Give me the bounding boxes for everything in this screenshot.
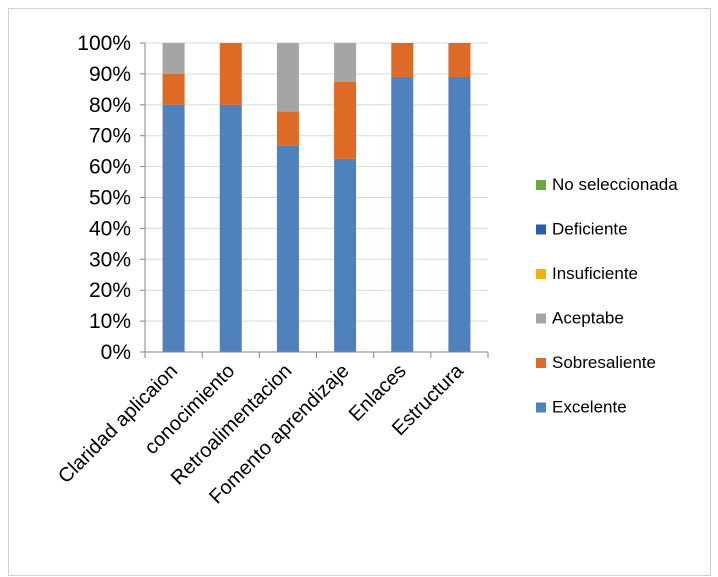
y-tick-label: 40% xyxy=(89,217,131,240)
bar-segment-sobresaliente xyxy=(448,43,471,77)
legend-swatch xyxy=(536,358,546,368)
bar-segment-excelente xyxy=(162,104,185,352)
legend-swatch xyxy=(536,313,546,324)
bar-segment-excelente xyxy=(334,158,357,352)
legend-label: Excelente xyxy=(552,398,627,417)
y-tick-label: 90% xyxy=(89,63,131,86)
gridlines xyxy=(145,42,488,322)
bar-segment-excelente xyxy=(219,104,242,352)
y-tick-label: 80% xyxy=(89,94,131,117)
legend: No seleccionada Deficiente Insuficiente Ace… xyxy=(536,175,678,417)
bar-segment-sobresaliente xyxy=(162,73,185,105)
legend-swatch xyxy=(536,402,546,413)
bar-segment-sobresaliente xyxy=(219,43,242,105)
legend-label: Insuficiente xyxy=(552,264,638,283)
legend-label: Aceptabe xyxy=(552,309,624,328)
bar-segment-excelente xyxy=(391,76,414,353)
bar-segment-aceptabe xyxy=(334,43,357,82)
y-tick-label: 70% xyxy=(89,125,131,148)
legend-label: Sobresaliente xyxy=(552,353,656,372)
y-tick-label: 0% xyxy=(101,341,131,364)
legend-swatch xyxy=(536,224,546,235)
legend-swatch xyxy=(536,269,546,279)
y-tick-label: 30% xyxy=(89,248,131,271)
bar-segment-sobresaliente xyxy=(334,81,357,159)
bars xyxy=(162,43,471,353)
bar-segment-excelente xyxy=(276,145,299,352)
y-tick-label: 100% xyxy=(77,32,131,55)
y-tick-label: 10% xyxy=(89,310,131,333)
bar-segment-sobresaliente xyxy=(276,111,299,146)
bar-segment-sobresaliente xyxy=(391,43,414,77)
bar-segment-aceptabe xyxy=(276,43,299,112)
x-tick-labels: Claridad aplicaionconocimientoRetroalime… xyxy=(54,359,468,508)
legend-label: No seleccionada xyxy=(552,175,678,194)
bar-segment-excelente xyxy=(448,76,471,353)
legend-label: Deficiente xyxy=(552,220,628,239)
y-tick-label: 50% xyxy=(89,187,131,210)
bar-segment-aceptabe xyxy=(162,43,185,74)
legend-swatch xyxy=(536,180,546,190)
axes xyxy=(140,42,489,358)
y-tick-label: 20% xyxy=(89,279,131,302)
chart-frame xyxy=(8,8,711,576)
y-tick-label: 60% xyxy=(89,156,131,179)
y-tick-labels: 0% 10% 20% 30% 40% 50% 60% 70% 80% 90% 100% xyxy=(77,32,131,364)
